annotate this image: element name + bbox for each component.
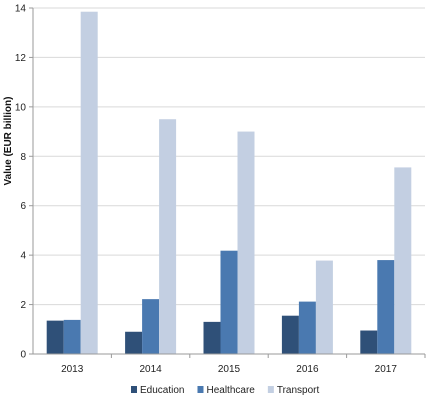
bar-transport-2013 [80,11,98,354]
y-tick-label: 0 [20,350,26,361]
legend-label-healthcare: Healthcare [206,385,255,396]
bar-transport-2017 [394,167,412,354]
bars [46,11,412,354]
x-tick-label: 2013 [61,364,84,375]
legend-swatch-healthcare [197,386,204,393]
legend-swatch-education [131,386,137,393]
y-tick-label: 4 [20,251,26,262]
bar-healthcare-2017 [377,260,395,354]
y-tick-label: 6 [20,201,26,212]
y-tick-label: 12 [15,53,27,64]
bar-transport-2016 [315,260,333,354]
x-axis-ticks: 2013 2014 2015 2016 2017 [61,354,426,375]
x-tick-label: 2015 [218,364,241,375]
gridlines [33,7,425,306]
x-tick-label: 2017 [375,364,398,375]
x-tick-label: 2016 [296,364,319,375]
legend: Education Healthcare Transport [131,385,319,396]
bar-healthcare-2016 [298,301,316,354]
bar-education-2015 [203,321,221,354]
y-tick-label: 8 [20,152,26,163]
y-tick-label: 10 [15,102,27,113]
y-tick-label: 2 [20,300,26,311]
bar-education-2017 [360,330,378,354]
legend-swatch-transport [267,386,274,393]
x-tick-label: 2014 [139,364,162,375]
bar-healthcare-2014 [142,299,160,354]
bar-education-2013 [46,320,64,354]
bar-healthcare-2013 [63,319,81,354]
y-tick-label: 14 [15,4,27,15]
bar-education-2014 [125,331,143,354]
legend-label-transport: Transport [277,385,320,396]
bar-transport-2015 [237,131,255,354]
legend-label-education: Education [140,385,184,396]
bar-education-2016 [281,315,299,354]
bar-transport-2014 [159,119,177,354]
y-axis-ticks: 0 2 4 6 8 10 12 14 [15,4,33,361]
bar-healthcare-2015 [220,250,238,354]
y-axis-title: Value (EUR billion) [3,97,14,186]
